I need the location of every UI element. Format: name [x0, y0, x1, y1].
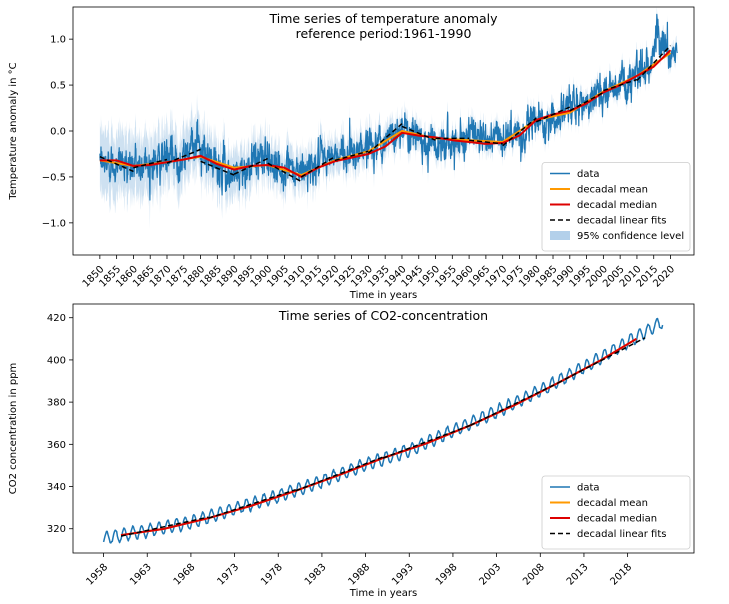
y-tick-label: 360	[47, 440, 66, 451]
y-axis-label: Temperature anomaly in °C	[8, 62, 19, 200]
y-tick-label: 420	[47, 313, 66, 324]
x-tick-label: 2018	[608, 562, 634, 588]
decadal-median-line	[99, 49, 672, 178]
legend-box	[541, 162, 691, 252]
x-tick-label: 1993	[390, 562, 416, 588]
y-tick-label: −1.0	[42, 218, 66, 229]
chart-title: Time series of CO2-concentration	[278, 308, 488, 323]
decadal-linear-fit-5	[470, 382, 559, 427]
co2-axes-frame	[72, 303, 695, 554]
co2-plot-area	[102, 317, 664, 544]
x-tick-label: 1978	[259, 562, 285, 588]
decadal-linear-fit-16	[603, 78, 638, 92]
legend-label-decadal-median: decadal median	[577, 514, 657, 525]
y-tick-label: 380	[47, 398, 66, 409]
decadal-linear-fit-14	[535, 106, 571, 123]
decadal-linear-fit-6	[267, 162, 302, 183]
decadal-linear-fit-3	[166, 148, 201, 164]
decadal-linear-fit-7	[300, 156, 336, 178]
x-tick-label: 1963	[128, 562, 154, 588]
legend-handle-confidence	[550, 231, 570, 240]
x-tick-label: 2003	[477, 562, 503, 588]
x-tick-label: 1973	[215, 562, 241, 588]
y-axis-label: CO2 concentration in ppm	[8, 363, 19, 495]
legend-box	[541, 475, 691, 550]
y-tick-label: 0.0	[50, 127, 66, 138]
decadal-linear-fit-1	[120, 516, 209, 537]
legend-label-decadal-linear-fits: decadal linear fits	[577, 529, 666, 540]
legend: data decadal mean decadal median decadal li…	[541, 475, 691, 550]
data-series-line	[102, 317, 664, 544]
legend-label-decadal-mean: decadal mean	[577, 498, 648, 509]
decadal-linear-fit-8	[334, 150, 369, 162]
decadal-linear-fit-1	[99, 156, 134, 173]
y-tick-label: 0.5	[50, 81, 66, 92]
x-tick-label: 1968	[172, 562, 198, 588]
x-tick-label: 2013	[565, 562, 591, 588]
legend-label-data: data	[577, 169, 600, 180]
temperature-chart: 1850185518601865187018751880188518901895…	[8, 6, 695, 301]
decadal-linear-fit-12	[469, 139, 503, 145]
y-tick-label: −0.5	[42, 172, 66, 183]
legend-label-decadal-linear-fits: decadal linear fits	[577, 216, 666, 227]
legend-label-95-confidence-level: 95% confidence level	[577, 231, 684, 242]
decadal-linear-fit-13	[502, 117, 537, 147]
x-tick-label: 2008	[521, 562, 547, 588]
x-tick-label: 1983	[303, 562, 329, 588]
decadal-linear-fit-5	[233, 157, 269, 175]
y-tick-label: 320	[47, 524, 66, 535]
chart-title: Time series of temperature anomaly	[268, 11, 498, 26]
chart-subtitle: reference period:1961-1990	[296, 26, 472, 41]
x-tick-label: 1958	[84, 562, 110, 588]
x-axis-label: Time in years	[349, 588, 417, 599]
decadal-linear-fit-6	[557, 337, 646, 384]
x-axis-label: Time in years	[349, 290, 417, 301]
legend-label-data: data	[577, 483, 600, 494]
y-tick-label: 400	[47, 355, 66, 366]
legend-label-decadal-mean: decadal mean	[577, 185, 648, 196]
co2-chart: 1958 1963 1968 1973 1978 1983 1988 1993 1998 2003…	[8, 303, 695, 599]
decadal-linear-fit-17	[636, 45, 672, 82]
decadal-linear-fit-4	[200, 160, 235, 176]
x-tick-label: 1998	[434, 562, 460, 588]
decadal-linear-fit-15	[569, 91, 604, 112]
legend: data decadal mean decadal median decadal li…	[541, 162, 691, 252]
x-tick-label: 1988	[346, 562, 372, 588]
legend-label-decadal-median: decadal median	[577, 200, 657, 211]
decadal-linear-fit-2	[133, 158, 168, 169]
decadal-linear-fit-10	[401, 125, 436, 141]
decadal-linear-fit-2	[208, 488, 296, 519]
y-tick-label: 1.0	[50, 35, 66, 46]
temperature-plot-area	[99, 7, 678, 229]
y-tick-label: 340	[47, 482, 66, 493]
